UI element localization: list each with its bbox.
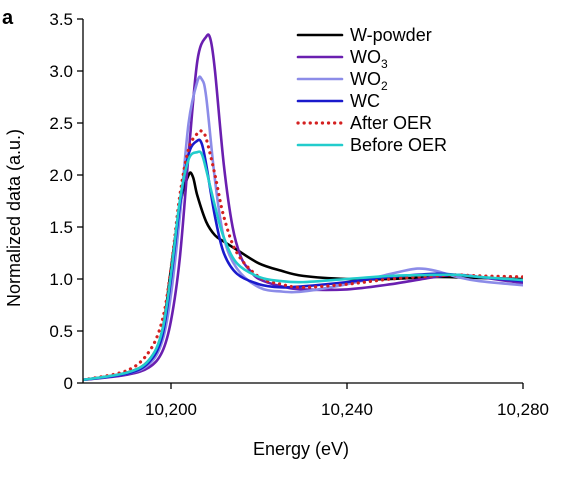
series-line-6 [83,150,523,382]
legend-item: W-powder [296,25,432,45]
legend-label: WO2 [350,69,388,93]
y-tick-label: 1.5 [49,218,73,237]
legend-item: After OER [296,113,432,133]
y-tick-label: 0 [64,374,73,393]
series-line-5 [83,129,523,382]
x-tick-label: 10,280 [497,400,549,419]
legend-label: WO3 [350,47,388,71]
y-tick-label: 0.5 [49,322,73,341]
legend-label: After OER [350,113,432,133]
legend-label: WC [350,91,380,111]
x-tick-label: 10,240 [321,400,373,419]
y-tick-label: 2.0 [49,166,73,185]
y-tick-label: 3.0 [49,62,73,81]
y-tick-label: 3.5 [49,10,73,29]
y-axis-label: Normalized data (a.u.) [4,129,24,307]
legend-label: Before OER [350,135,447,155]
panel-label: a [2,7,14,29]
series-line-2 [83,33,523,382]
x-axis-label: Energy (eV) [253,439,349,459]
legend-label: W-powder [350,25,432,45]
y-tick-label: 2.5 [49,114,73,133]
y-tick-label: 1.0 [49,270,73,289]
legend-item: WC [296,91,380,111]
legend-item: Before OER [296,135,447,155]
x-tick-label: 10,200 [145,400,197,419]
y-axis: 0 0.5 1.0 1.5 2.0 2.5 3.0 3.5 [49,10,84,393]
legend-item: WO2 [296,69,388,93]
x-axis: 10,200 10,240 10,280 [83,382,549,419]
series-line-4 [83,138,523,382]
plot-area [83,33,523,382]
legend-item: WO3 [296,47,388,71]
